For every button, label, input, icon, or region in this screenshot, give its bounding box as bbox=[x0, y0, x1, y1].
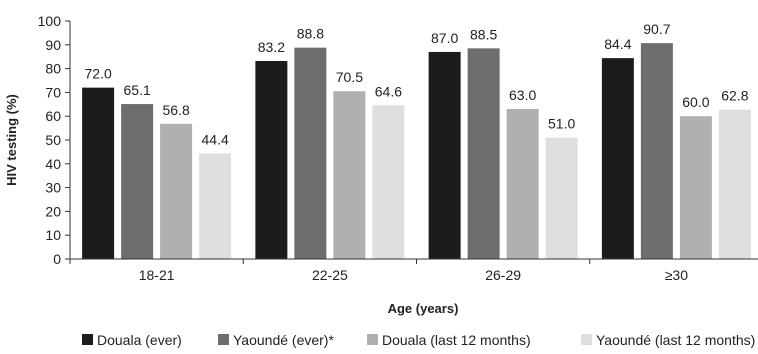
legend-swatch bbox=[367, 334, 378, 345]
bar bbox=[333, 91, 366, 260]
bar bbox=[467, 48, 500, 260]
data-label: 88.5 bbox=[470, 26, 497, 42]
x-tick-label: 18-21 bbox=[139, 267, 175, 283]
data-label: 60.0 bbox=[682, 94, 709, 110]
data-label: 56.8 bbox=[163, 102, 190, 118]
y-tick-label: 0 bbox=[53, 251, 61, 267]
legend-swatch bbox=[82, 334, 93, 345]
data-label: 83.2 bbox=[258, 39, 285, 55]
x-tick-label: ≥30 bbox=[665, 267, 688, 283]
legend-label: Douala (ever) bbox=[97, 332, 182, 348]
x-tick-label: 26-29 bbox=[485, 267, 521, 283]
bar bbox=[294, 47, 327, 259]
bar bbox=[640, 43, 673, 259]
y-tick-label: 50 bbox=[45, 132, 61, 148]
data-label: 44.4 bbox=[202, 131, 229, 147]
data-label: 87.0 bbox=[431, 30, 458, 46]
y-tick-label: 100 bbox=[38, 13, 62, 29]
data-label: 65.1 bbox=[124, 82, 151, 98]
data-label: 64.6 bbox=[375, 83, 402, 99]
bar bbox=[428, 51, 461, 259]
data-label: 62.8 bbox=[721, 88, 748, 104]
x-tick-label: 22-25 bbox=[312, 267, 348, 283]
legend-label: Douala (last 12 months) bbox=[382, 332, 531, 348]
bar bbox=[679, 116, 712, 259]
data-label: 90.7 bbox=[643, 21, 670, 37]
bar bbox=[601, 58, 634, 260]
data-label: 70.5 bbox=[336, 69, 363, 85]
y-tick-label: 60 bbox=[45, 108, 61, 124]
bar bbox=[255, 60, 288, 259]
bars: 72.0 65.1 56.8 44.4 83.2 88.8 70.5 64.6 87.0 88.5… bbox=[82, 21, 751, 260]
legend-swatch bbox=[218, 334, 229, 345]
y-tick-label: 90 bbox=[45, 37, 61, 53]
y-tick-label: 30 bbox=[45, 180, 61, 196]
data-label: 88.8 bbox=[297, 26, 324, 42]
bar bbox=[372, 105, 405, 259]
legend: Douala (ever) Yaoundé (ever)* Douala (last… bbox=[82, 332, 755, 348]
legend-label: Yaoundé (last 12 months) bbox=[596, 332, 755, 348]
y-tick-label: 20 bbox=[45, 203, 61, 219]
bar bbox=[82, 87, 115, 259]
bar bbox=[545, 137, 578, 259]
y-tick-label: 40 bbox=[45, 156, 61, 172]
y-tick-label: 70 bbox=[45, 84, 61, 100]
x-axis: 18-21 22-25 26-29 ≥30 bbox=[69, 258, 758, 283]
legend-swatch bbox=[581, 334, 592, 345]
bar bbox=[199, 153, 232, 259]
bar bbox=[121, 104, 154, 259]
x-axis-title: Age (years) bbox=[388, 301, 459, 316]
data-label: 63.0 bbox=[509, 87, 536, 103]
y-axis-title: HIV testing (%) bbox=[4, 94, 19, 186]
y-tick-label: 10 bbox=[45, 227, 61, 243]
data-label: 84.4 bbox=[604, 36, 631, 52]
data-label: 51.0 bbox=[548, 116, 575, 132]
bar bbox=[718, 109, 751, 259]
bar bbox=[506, 109, 539, 259]
data-label: 72.0 bbox=[85, 66, 112, 82]
y-tick-label: 80 bbox=[45, 61, 61, 77]
y-axis: 0 10 20 30 40 50 60 70 80 90 100 bbox=[38, 13, 71, 267]
legend-label: Yaoundé (ever)* bbox=[233, 332, 334, 348]
bar bbox=[160, 123, 193, 259]
